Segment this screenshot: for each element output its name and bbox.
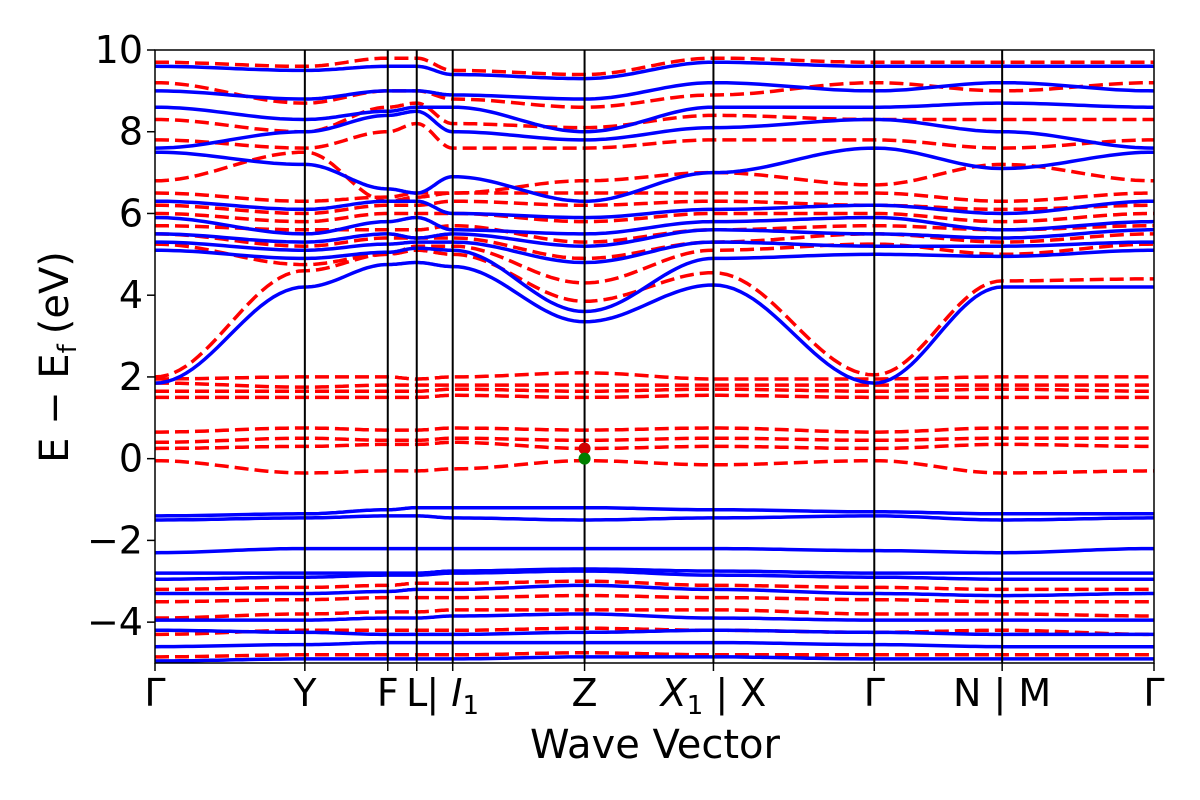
band-dashed-6 — [155, 440, 1154, 451]
band-solid-17 — [155, 109, 1154, 150]
band-dashed-4 — [155, 579, 1154, 592]
y-axis-label-unit: (eV) — [32, 251, 78, 334]
band-dashed-19 — [155, 191, 1154, 203]
x-tick-label: F — [377, 671, 399, 715]
band-dashed-2 — [155, 608, 1154, 620]
band-dashed-21 — [155, 121, 1154, 150]
band-solid-0 — [155, 655, 1154, 663]
band-dashed-17 — [155, 211, 1154, 224]
x-axis-ticks: Γ Y F L | I1 Z X1 | X Γ N | M Γ — [144, 663, 1165, 721]
y-tick-label: 6 — [119, 191, 143, 235]
y-axis-label-subscript: f — [53, 343, 83, 353]
y-axis-ticks: −4 −2 0 2 4 6 8 10 — [87, 28, 155, 644]
band-solid-15 — [155, 199, 1154, 220]
band-dashed-18 — [155, 199, 1154, 216]
band-solid-16 — [155, 146, 1154, 203]
y-tick-label: −2 — [87, 518, 143, 562]
band-solid-12 — [155, 240, 1154, 265]
band-solid-2 — [155, 628, 1154, 637]
band-solid-9 — [155, 505, 1154, 518]
band-dashed-13 — [155, 248, 1154, 379]
band-solid-14 — [155, 215, 1154, 236]
band-solid-10 — [155, 260, 1154, 385]
x-tick-label: Γ — [1143, 671, 1164, 715]
plot-frame — [154, 49, 1155, 664]
band-solid-4 — [155, 583, 1154, 598]
band-solid-1 — [155, 640, 1154, 649]
band-solid-11 — [155, 246, 1154, 314]
band-dashed-14 — [155, 242, 1154, 285]
x-tick-label: Γ — [864, 671, 885, 715]
band-dashed-24 — [155, 56, 1154, 77]
band-dashed-15 — [155, 232, 1154, 261]
band-solid-13 — [155, 228, 1154, 248]
band-solid-6 — [155, 567, 1154, 575]
x-tick-label: N | M — [953, 671, 1051, 716]
kpoint-lines — [303, 50, 1004, 663]
y-tick-label: −4 — [87, 600, 143, 644]
x-tick-label: Z — [572, 671, 598, 715]
y-tick-label: 8 — [119, 110, 143, 154]
y-tick-label: 0 — [119, 437, 143, 481]
band-solid-19 — [155, 80, 1154, 101]
band-dashed-11 — [155, 381, 1154, 389]
band-dashed-7 — [155, 436, 1154, 445]
y-tick-label: 4 — [119, 273, 143, 317]
band-dashed-1 — [155, 626, 1154, 637]
band-solid-20 — [155, 60, 1154, 81]
x-tick-label: Y — [292, 671, 317, 715]
x-tick-label: Γ — [144, 671, 165, 715]
x-tick-label: X1 | X — [659, 671, 767, 721]
marker-green — [578, 452, 591, 465]
x-axis-label: Wave Vector — [530, 722, 781, 768]
markers-layer — [578, 442, 591, 465]
band-solid-18 — [155, 101, 1154, 134]
band-solid-7 — [155, 546, 1154, 555]
band-dashed-16 — [155, 223, 1154, 244]
band-dashed-3 — [155, 593, 1154, 604]
band-solid-5 — [155, 569, 1154, 581]
y-tick-label: 10 — [95, 28, 143, 72]
marker-red — [578, 442, 591, 455]
x-tick-label: L — [406, 671, 427, 715]
band-solid-3 — [155, 612, 1154, 622]
y-tick-label: 2 — [119, 355, 143, 399]
band-dashed-8 — [155, 426, 1154, 434]
band-dashed-10 — [155, 387, 1154, 393]
band-solid-8 — [155, 514, 1154, 522]
y-axis-label-main: E − E — [32, 353, 78, 463]
x-tick-label: | I1 — [426, 671, 479, 721]
band-dashed-12 — [155, 371, 1154, 381]
bands-layer — [155, 56, 1154, 663]
band-dashed-9 — [155, 393, 1154, 400]
band-dashed-0 — [155, 651, 1154, 659]
y-axis-label: E − Ef (eV) — [32, 251, 83, 463]
band-dashed-5 — [155, 458, 1154, 475]
